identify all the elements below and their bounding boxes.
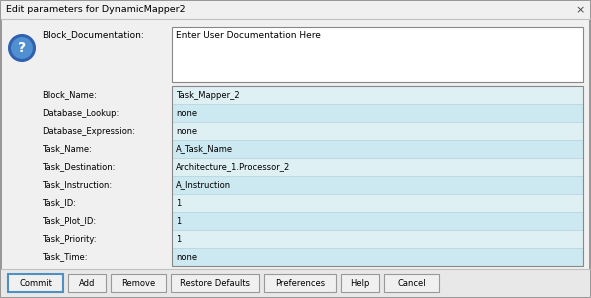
Text: Block_Name:: Block_Name: [42, 91, 97, 100]
FancyBboxPatch shape [172, 248, 583, 266]
FancyBboxPatch shape [172, 230, 583, 248]
Text: Task_Priority:: Task_Priority: [42, 235, 96, 243]
Text: ×: × [576, 5, 585, 15]
FancyBboxPatch shape [172, 122, 583, 140]
FancyBboxPatch shape [68, 274, 106, 292]
FancyBboxPatch shape [8, 274, 63, 292]
Text: Task_Name:: Task_Name: [42, 145, 92, 153]
Text: Edit parameters for DynamicMapper2: Edit parameters for DynamicMapper2 [6, 5, 186, 15]
Text: Commit: Commit [19, 279, 52, 288]
Text: 1: 1 [176, 217, 181, 226]
Text: Cancel: Cancel [397, 279, 426, 288]
Text: Add: Add [79, 279, 95, 288]
FancyBboxPatch shape [172, 86, 583, 104]
Text: none: none [176, 108, 197, 117]
Text: Help: Help [350, 279, 370, 288]
FancyBboxPatch shape [384, 274, 439, 292]
Text: Task_Time:: Task_Time: [42, 252, 87, 262]
Text: A_Instruction: A_Instruction [176, 181, 231, 190]
FancyBboxPatch shape [111, 274, 166, 292]
Text: Database_Lookup:: Database_Lookup: [42, 108, 119, 117]
Text: 1: 1 [176, 198, 181, 207]
FancyBboxPatch shape [264, 274, 336, 292]
FancyBboxPatch shape [172, 140, 583, 158]
Text: none: none [176, 252, 197, 262]
FancyBboxPatch shape [1, 269, 590, 297]
FancyBboxPatch shape [171, 274, 259, 292]
Text: 1: 1 [176, 235, 181, 243]
Text: Restore Defaults: Restore Defaults [180, 279, 250, 288]
Text: Block_Documentation:: Block_Documentation: [42, 30, 144, 39]
FancyBboxPatch shape [172, 212, 583, 230]
FancyBboxPatch shape [172, 158, 583, 176]
Text: Task_Instruction:: Task_Instruction: [42, 181, 112, 190]
Text: Preferences: Preferences [275, 279, 325, 288]
Text: none: none [176, 126, 197, 136]
Text: Architecture_1.Processor_2: Architecture_1.Processor_2 [176, 162, 290, 172]
Text: A_Task_Name: A_Task_Name [176, 145, 233, 153]
Circle shape [8, 34, 36, 62]
FancyBboxPatch shape [1, 1, 590, 19]
Text: Enter User Documentation Here: Enter User Documentation Here [176, 31, 321, 40]
FancyBboxPatch shape [172, 176, 583, 194]
Text: Database_Expression:: Database_Expression: [42, 126, 135, 136]
Text: Remove: Remove [121, 279, 155, 288]
FancyBboxPatch shape [341, 274, 379, 292]
FancyBboxPatch shape [172, 194, 583, 212]
Text: Task_Plot_ID:: Task_Plot_ID: [42, 217, 96, 226]
Text: Task_Destination:: Task_Destination: [42, 162, 115, 172]
Text: ?: ? [18, 41, 26, 55]
Text: Task_Mapper_2: Task_Mapper_2 [176, 91, 239, 100]
Circle shape [10, 36, 34, 60]
FancyBboxPatch shape [172, 104, 583, 122]
FancyBboxPatch shape [172, 27, 583, 82]
Text: Task_ID:: Task_ID: [42, 198, 76, 207]
